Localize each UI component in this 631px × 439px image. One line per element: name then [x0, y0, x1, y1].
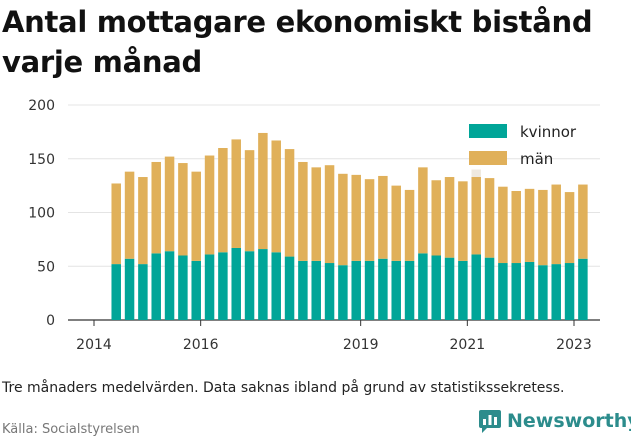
x-tick-label: 2021: [450, 337, 486, 353]
x-tick-label: 2023: [556, 337, 592, 353]
brand-logo: Newsworthy: [478, 408, 631, 434]
bar-män: [338, 173, 348, 266]
bar-män: [298, 161, 308, 261]
y-tick-label: 0: [46, 313, 55, 329]
bar-män: [538, 189, 548, 266]
bar-män: [484, 178, 495, 258]
bar-män: [431, 180, 441, 256]
bar-kvinnor: [578, 258, 588, 320]
y-tick-label: 100: [28, 206, 55, 222]
bar-män: [111, 183, 121, 265]
bar-män: [178, 163, 188, 256]
bar-kvinnor: [471, 254, 481, 320]
bar-män: [444, 177, 455, 258]
bar-kvinnor: [244, 251, 255, 320]
bar-kvinnor: [498, 263, 508, 320]
bar-kvinnor: [524, 261, 535, 320]
bar-kvinnor: [298, 260, 308, 320]
bar-män: [258, 132, 268, 250]
bar-kvinnor: [178, 255, 188, 320]
bar-kvinnor: [484, 257, 495, 320]
bar-män: [271, 140, 281, 253]
bar-kvinnor: [311, 260, 321, 320]
source-credit: Källa: Socialstyrelsen: [2, 422, 140, 437]
chart-note: Tre månaders medelvärden. Data saknas ib…: [2, 380, 565, 396]
bar-kvinnor: [164, 251, 175, 320]
bar-män: [471, 177, 481, 255]
bar-män: [511, 191, 521, 264]
bar-kvinnor: [271, 252, 281, 320]
bar-män: [391, 185, 401, 261]
bar-kvinnor: [391, 260, 401, 320]
y-axis-ticks: 0 50 100 150 200: [28, 98, 55, 329]
bar-chart: 0 50 100 150 200 2014 2016 2019 2021 2023 kvinno…: [28, 98, 600, 353]
bar-män: [364, 179, 375, 261]
x-tick-label: 2019: [343, 337, 379, 353]
bar-män: [418, 167, 428, 254]
bar-män: [231, 139, 241, 248]
bar-kvinnor: [284, 256, 295, 320]
bar-män: [244, 150, 255, 252]
bar-män: [324, 165, 335, 264]
bar-män: [578, 184, 588, 259]
bar-kvinnor: [124, 258, 135, 320]
legend-swatch-män: [469, 151, 507, 165]
bar-kvinnor: [218, 252, 228, 320]
bar-män: [284, 149, 295, 257]
chart-title: Antal mottagare ekonomiskt bistånd varje…: [2, 5, 593, 79]
legend-label-kvinnor: kvinnor: [520, 123, 577, 141]
bar-män: [218, 148, 228, 253]
bar-kvinnor: [338, 265, 348, 320]
y-tick-label: 50: [37, 259, 55, 275]
bar-män: [204, 155, 215, 255]
legend: kvinnor män: [469, 123, 577, 168]
bar-män: [498, 186, 508, 264]
bar-män: [191, 171, 201, 261]
x-axis-ticks: 2014 2016 2019 2021 2023: [76, 320, 592, 353]
y-tick-label: 150: [28, 152, 55, 168]
bar-män: [551, 184, 561, 265]
bar-kvinnor: [111, 264, 121, 320]
bar-kvinnor: [231, 247, 241, 320]
bar-män: [164, 156, 175, 252]
bar-kvinnor: [324, 263, 335, 320]
bar-män: [151, 161, 161, 254]
bar-kvinnor: [511, 263, 521, 320]
bar-män: [458, 181, 468, 261]
bar-kvinnor: [418, 253, 428, 320]
legend-swatch-kvinnor: [469, 124, 507, 138]
bar-män: [564, 192, 575, 264]
bar-män: [138, 177, 148, 265]
brand-name: Newsworthy: [507, 410, 631, 432]
bar-män: [311, 167, 321, 261]
y-tick-label: 200: [28, 98, 55, 114]
bar-kvinnor: [551, 264, 561, 320]
bar-män: [378, 175, 388, 259]
bar-kvinnor: [404, 260, 415, 320]
bar-kvinnor: [538, 265, 548, 320]
x-tick-label: 2014: [76, 337, 112, 353]
bar-män: [404, 189, 415, 261]
bar-kvinnor: [458, 260, 468, 320]
bar-kvinnor: [191, 260, 201, 320]
bar-män: [351, 174, 361, 261]
bars: [111, 132, 588, 320]
bar-kvinnor: [138, 264, 148, 320]
bar-män: [524, 188, 535, 262]
legend-label-män: män: [520, 150, 553, 168]
bar-kvinnor: [364, 260, 375, 320]
bar-män: [124, 171, 135, 259]
bar-kvinnor: [204, 254, 215, 320]
bar-kvinnor: [444, 257, 455, 320]
bar-kvinnor: [351, 260, 361, 320]
bar-kvinnor: [431, 255, 441, 320]
bar-kvinnor: [151, 253, 161, 320]
bar-kvinnor: [378, 258, 388, 320]
bar-kvinnor: [258, 249, 268, 320]
x-tick-label: 2016: [183, 337, 219, 353]
bar-kvinnor: [564, 263, 575, 320]
bar-chart-logo-icon: [479, 410, 501, 433]
